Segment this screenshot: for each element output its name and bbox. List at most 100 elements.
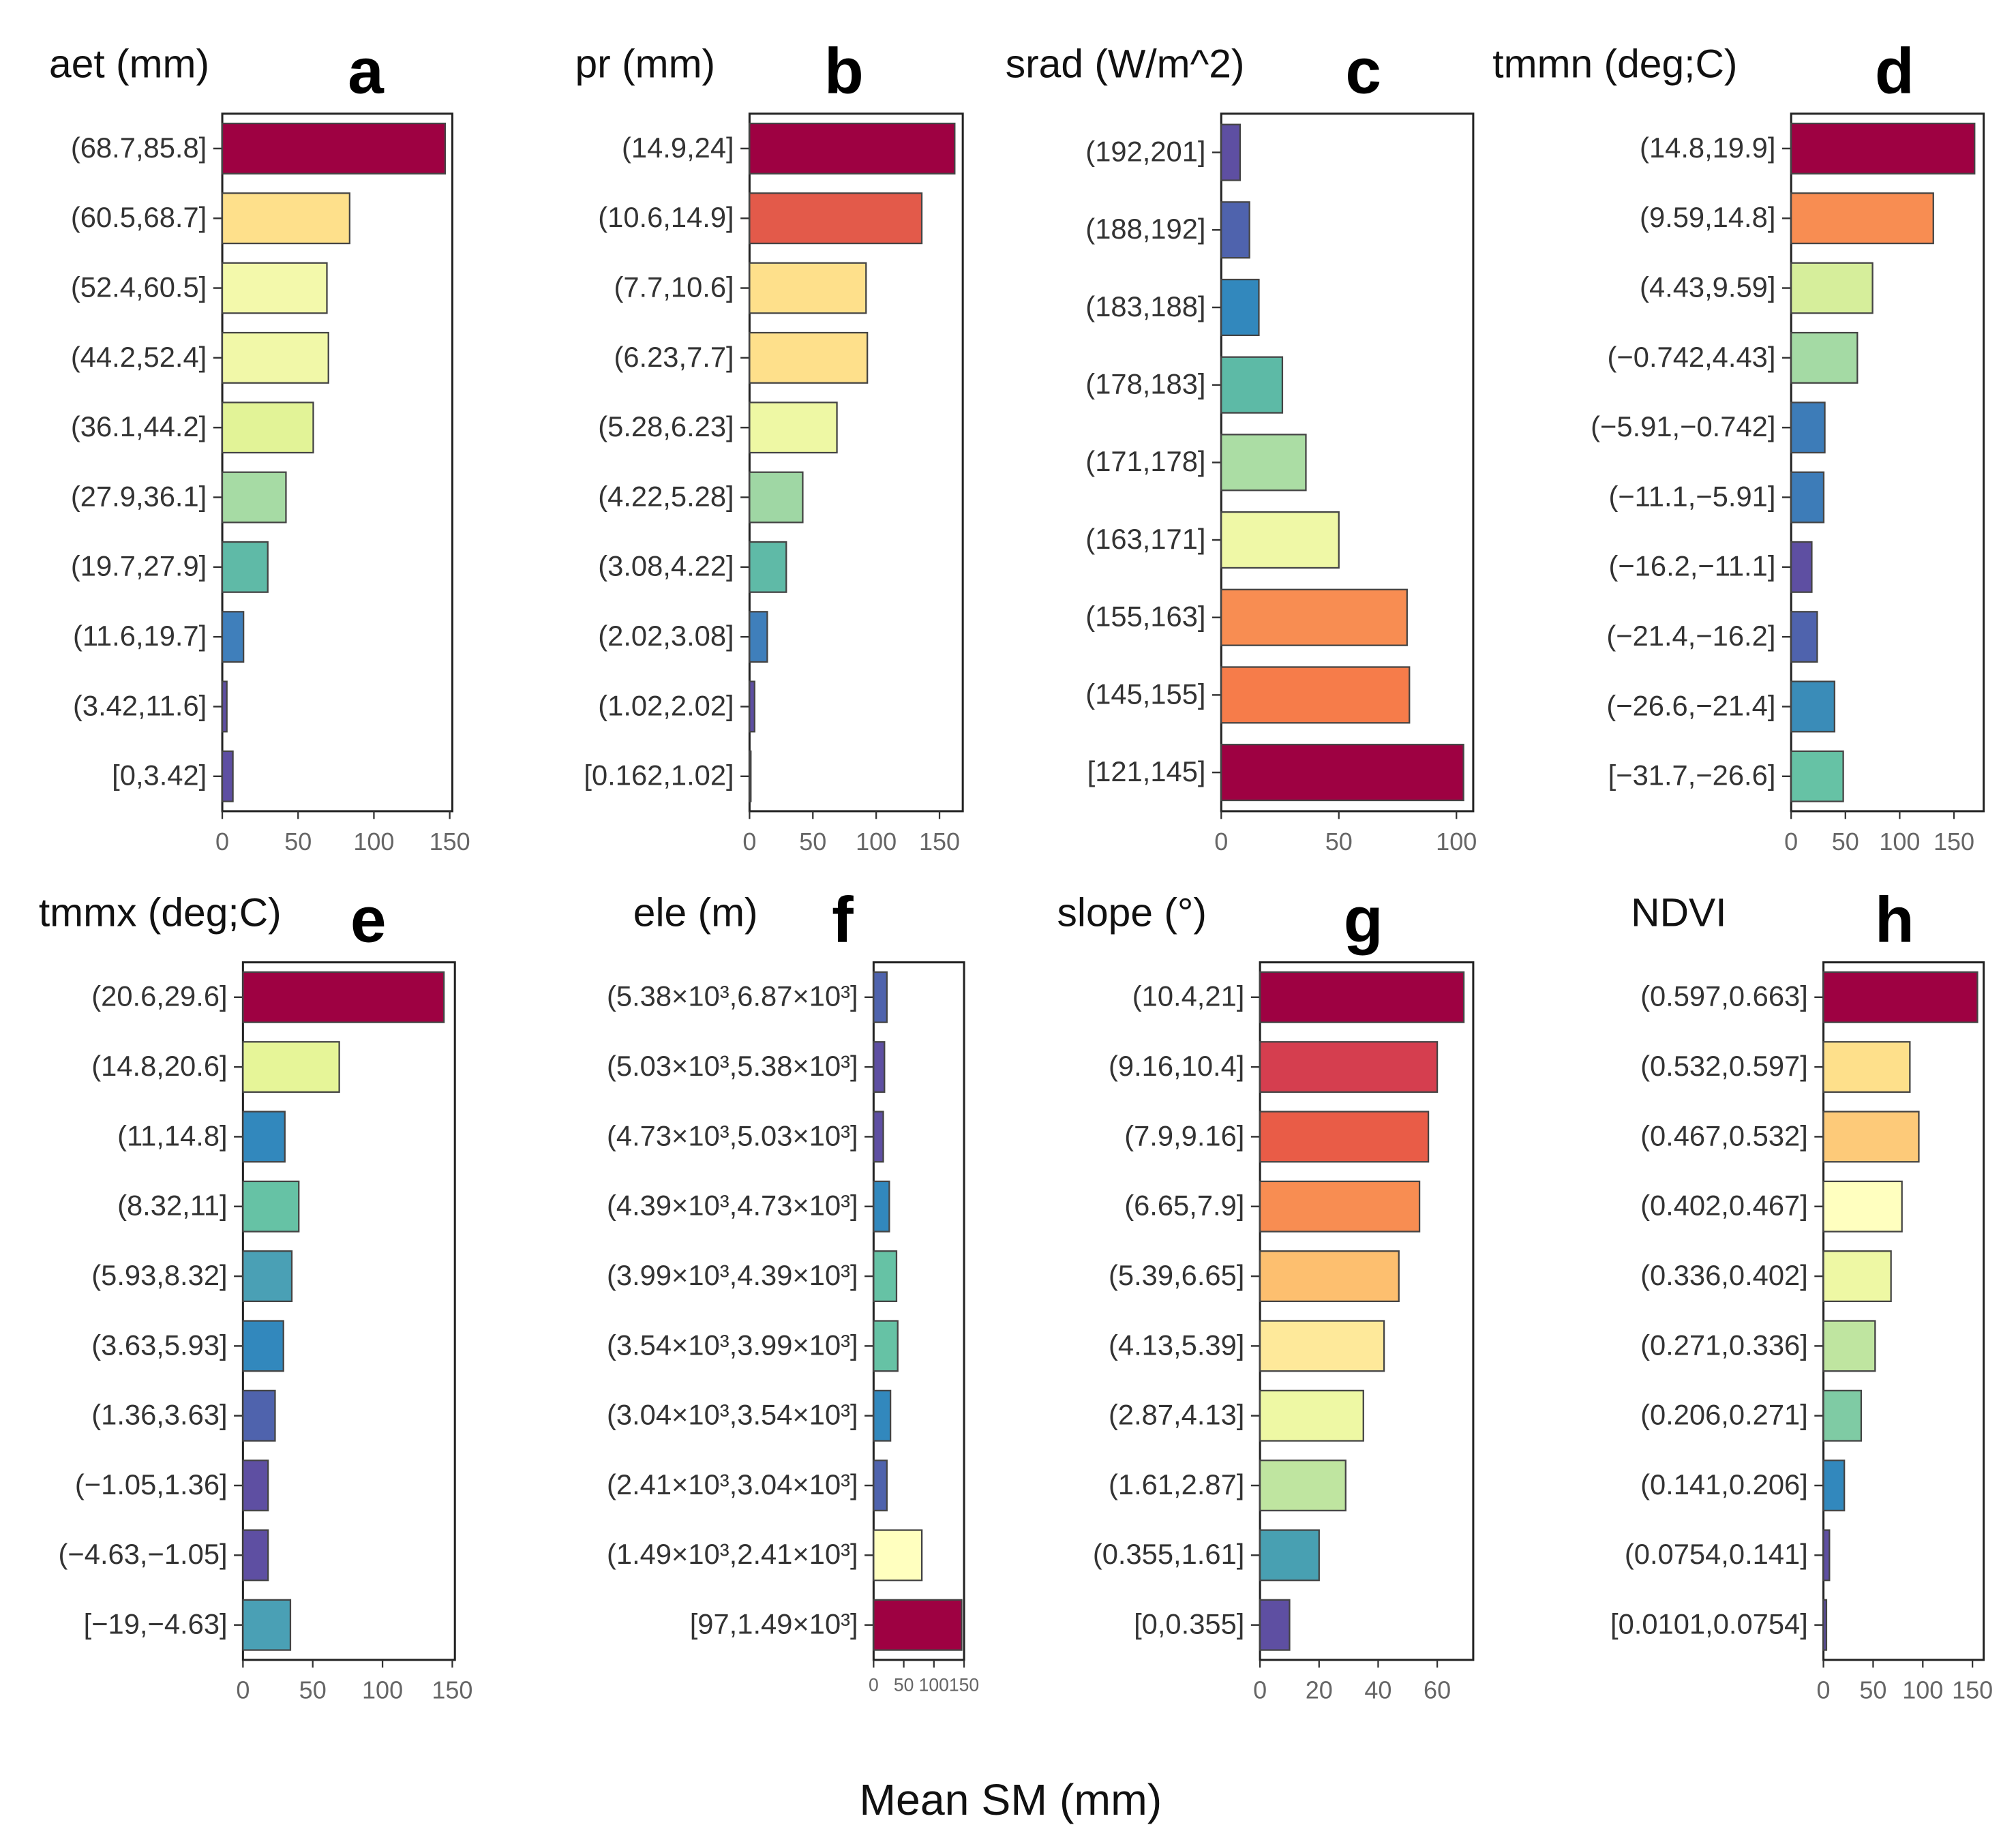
category-label: (52.4,60.5]	[71, 271, 207, 303]
x-tick-label: 0	[742, 828, 756, 856]
category-label: (−16.2,−11.1]	[1608, 550, 1775, 582]
bar	[1822, 1041, 1911, 1093]
category-label: (192,201]	[1085, 136, 1205, 168]
category-label: (155,163]	[1085, 601, 1205, 633]
panel-letter: d	[1875, 35, 1914, 107]
x-tick-label: 0	[1253, 1676, 1267, 1704]
bar	[242, 1111, 286, 1163]
bar	[873, 1529, 923, 1582]
category-label: (36.1,44.2]	[71, 410, 207, 442]
bar	[242, 1320, 284, 1372]
panel-a: aet (mm) a (68.7,85.8] (60.5,68.7] (52.4,60.…	[49, 35, 470, 855]
bar	[242, 1599, 292, 1651]
x-tick-label: 50	[1325, 828, 1353, 856]
category-label: (1.36,3.63]	[91, 1399, 227, 1431]
x-tick-label: 0	[236, 1676, 250, 1704]
bar	[1220, 434, 1307, 492]
bar	[873, 1599, 963, 1651]
category-label: (0.336,0.402]	[1640, 1259, 1808, 1291]
category-label: (60.5,68.7]	[71, 201, 207, 233]
x-tick-label: 150	[430, 828, 470, 856]
category-label: (2.41×10³,3.04×10³]	[607, 1468, 858, 1500]
bar	[1220, 278, 1260, 337]
category-label: (10.6,14.9]	[598, 201, 734, 233]
category-label: (1.61,2.87]	[1109, 1468, 1244, 1500]
bar	[221, 262, 328, 314]
plot-frame	[221, 112, 453, 813]
category-label: (4.22,5.28]	[598, 480, 734, 512]
bar	[749, 192, 923, 245]
x-tick-label: 100	[1879, 828, 1920, 856]
bar	[1220, 123, 1241, 181]
panel-letter: e	[350, 884, 387, 956]
bar	[1822, 1180, 1903, 1233]
bar	[1220, 588, 1408, 646]
x-tick-label: 100	[856, 828, 897, 856]
bar	[749, 122, 956, 175]
bar	[242, 1041, 340, 1093]
category-label: (6.65,7.9]	[1124, 1190, 1244, 1222]
bar	[749, 680, 755, 733]
bar	[221, 471, 287, 524]
bar	[1790, 402, 1826, 454]
panel-title: pr (mm)	[575, 42, 716, 87]
panel-letter: g	[1344, 884, 1383, 956]
x-tick-label: 150	[1934, 828, 1974, 856]
panel-title: ele (m)	[633, 891, 758, 935]
category-label: (3.04×10³,3.54×10³]	[607, 1399, 858, 1431]
bar	[749, 541, 787, 593]
bar	[1822, 1320, 1876, 1372]
category-label: (7.9,9.16]	[1124, 1119, 1244, 1151]
category-label: (11,14.8]	[117, 1119, 227, 1151]
bar	[221, 331, 329, 384]
category-label: (14.8,19.9]	[1640, 132, 1775, 164]
panel-d: tmmn (deg;C) d (14.8,19.9] (9.59,14.8] (4.43…	[1492, 35, 1985, 856]
category-label: (2.02,3.08]	[598, 620, 734, 652]
bar	[1790, 541, 1813, 593]
category-label: (68.7,85.8]	[71, 132, 207, 164]
bar	[1822, 971, 1979, 1023]
category-label: (5.28,6.23]	[598, 410, 734, 442]
bar	[1220, 666, 1411, 724]
category-label: (0.532,0.597]	[1640, 1050, 1808, 1082]
x-tick-label: 50	[1832, 828, 1859, 856]
x-tick-label: 100	[353, 828, 394, 856]
x-tick-label: 100	[1902, 1676, 1943, 1704]
category-label: (3.54×10³,3.99×10³]	[607, 1329, 858, 1361]
bar	[873, 1180, 890, 1233]
bar	[221, 122, 447, 175]
bar	[1259, 1460, 1346, 1512]
bar	[1822, 1389, 1863, 1442]
panel-b: pr (mm) b (14.9,24] (10.6,14.9] (7.7,10.6] (6…	[575, 35, 964, 856]
x-tick-label: 0	[869, 1674, 879, 1695]
plot-frame	[1259, 961, 1475, 1661]
plot-frame	[872, 961, 965, 1661]
bar	[873, 1111, 884, 1163]
panel-c: srad (W/m^2) c (192,201] (188,192] (183,188]…	[1006, 35, 1477, 855]
x-tick-label: 100	[919, 1674, 949, 1695]
panel-g: slope (°) g (10.4,21] (9.16,10.4] (7.9,9.16]…	[1057, 884, 1475, 1704]
plot-frame	[1822, 961, 1985, 1661]
x-tick-label: 150	[1952, 1676, 1993, 1704]
bar	[242, 1389, 276, 1442]
bar	[242, 1529, 269, 1582]
bar	[1259, 1180, 1421, 1233]
category-label: (4.43,9.59]	[1640, 271, 1775, 303]
category-label: (3.42,11.6]	[73, 689, 207, 721]
category-label: (163,171]	[1085, 523, 1205, 555]
category-label: (27.9,36.1]	[71, 480, 207, 512]
category-label: [0,0.355]	[1134, 1608, 1244, 1640]
x-tick-label: 50	[799, 828, 826, 856]
category-label: (183,188]	[1085, 290, 1205, 322]
bar	[221, 750, 234, 802]
category-label: [−19,−4.63]	[84, 1608, 228, 1640]
panel-letter: b	[824, 35, 864, 107]
category-label: (5.38×10³,6.87×10³]	[607, 980, 858, 1012]
plot-frame	[1790, 112, 1985, 813]
category-label: (178,183]	[1085, 368, 1205, 400]
category-label: (−0.742,4.43]	[1608, 341, 1776, 373]
bar	[1790, 262, 1874, 314]
x-tick-label: 20	[1306, 1676, 1333, 1704]
bar	[242, 1180, 300, 1233]
